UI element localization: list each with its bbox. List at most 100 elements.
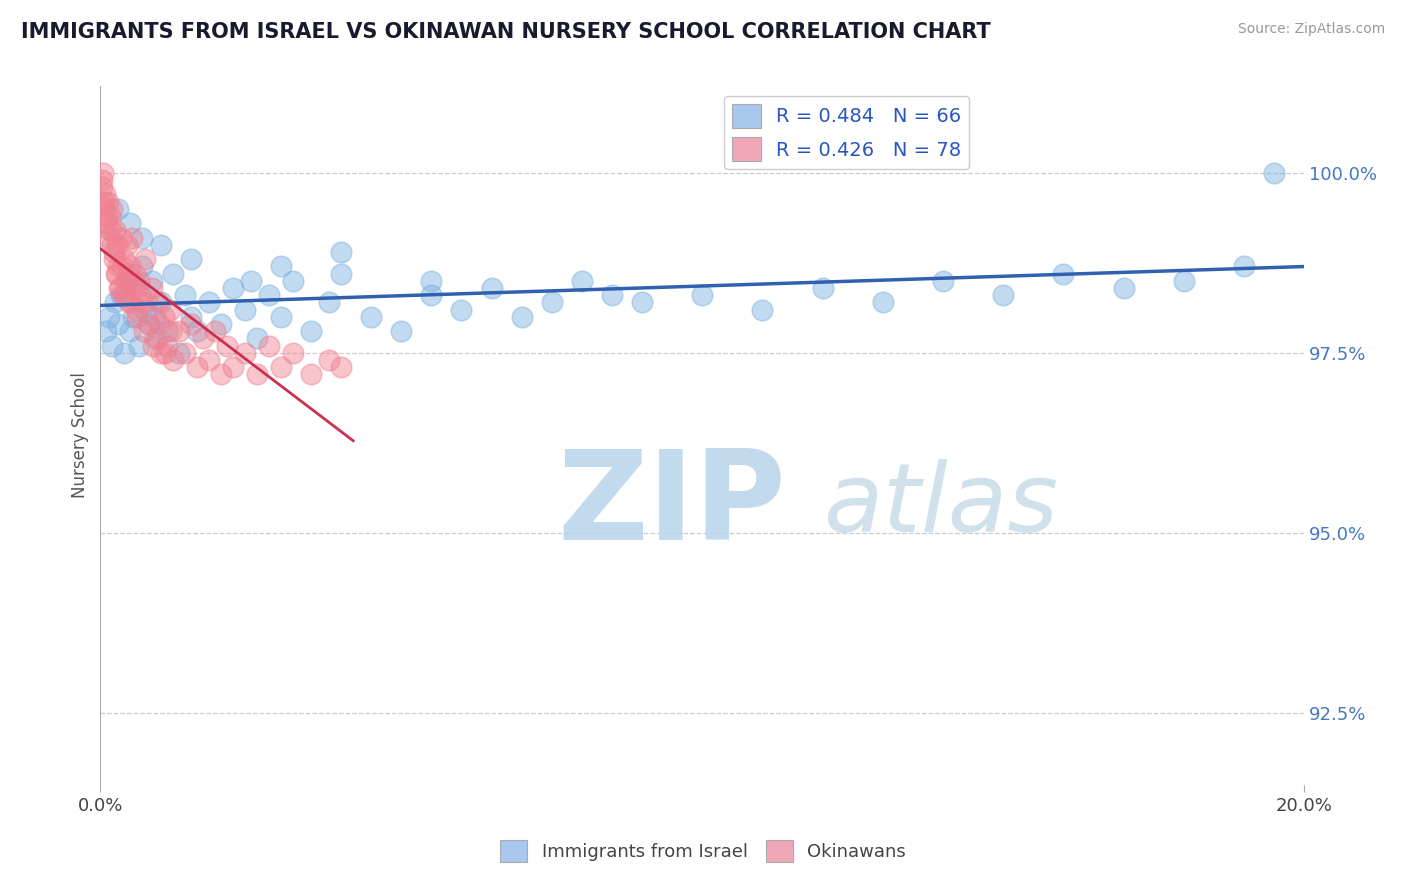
Point: [93, 194, 115, 209]
Point: [167, 345, 190, 359]
Point: [180, 252, 202, 267]
Point: [233, 302, 256, 317]
Point: [101, 338, 124, 352]
Point: [91, 173, 114, 187]
Point: [103, 252, 125, 267]
Point: [104, 295, 127, 310]
Point: [105, 267, 128, 281]
Point: [257, 288, 280, 302]
Text: Source: ZipAtlas.com: Source: ZipAtlas.com: [1237, 22, 1385, 37]
Point: [108, 281, 131, 295]
Point: [91, 166, 114, 180]
Point: [100, 223, 122, 237]
Point: [690, 288, 713, 302]
Point: [270, 260, 292, 274]
Point: [111, 260, 134, 274]
Point: [142, 338, 165, 352]
Point: [107, 317, 129, 331]
Point: [330, 267, 353, 281]
Point: [186, 324, 208, 338]
Point: [96, 324, 118, 338]
Point: [112, 252, 135, 267]
Point: [162, 267, 184, 281]
Point: [160, 324, 183, 338]
Point: [128, 274, 150, 288]
Point: [118, 295, 141, 310]
Point: [117, 274, 139, 288]
Point: [155, 338, 177, 352]
Point: [96, 216, 118, 230]
Point: [96, 209, 118, 223]
Point: [103, 244, 125, 259]
Point: [124, 267, 146, 281]
Point: [155, 324, 177, 338]
Point: [125, 302, 148, 317]
Point: [180, 317, 202, 331]
Point: [281, 274, 304, 288]
Point: [510, 310, 533, 324]
Point: [197, 353, 219, 368]
Point: [299, 324, 322, 338]
Point: [239, 274, 262, 288]
Point: [167, 324, 190, 338]
Point: [631, 295, 654, 310]
Point: [94, 187, 117, 202]
Point: [129, 288, 152, 302]
Point: [108, 281, 131, 295]
Point: [131, 260, 153, 274]
Point: [141, 281, 163, 295]
Point: [105, 237, 128, 252]
Point: [114, 288, 136, 302]
Point: [270, 310, 292, 324]
Point: [360, 310, 382, 324]
Point: [98, 310, 121, 324]
Point: [197, 295, 219, 310]
Point: [1112, 281, 1135, 295]
Point: [162, 353, 184, 368]
Point: [204, 324, 226, 338]
Point: [98, 223, 121, 237]
Point: [180, 310, 202, 324]
Point: [120, 260, 142, 274]
Point: [122, 310, 145, 324]
Point: [571, 274, 593, 288]
Point: [97, 194, 120, 209]
Point: [122, 281, 145, 295]
Point: [233, 345, 256, 359]
Point: [132, 324, 155, 338]
Point: [420, 288, 443, 302]
Point: [149, 237, 172, 252]
Point: [281, 345, 304, 359]
Point: [105, 267, 128, 281]
Point: [146, 295, 169, 310]
Point: [117, 237, 139, 252]
Point: [112, 345, 135, 359]
Point: [110, 288, 132, 302]
Point: [222, 360, 245, 375]
Point: [128, 338, 150, 352]
Point: [107, 202, 129, 216]
Point: [120, 324, 142, 338]
Point: [811, 281, 834, 295]
Point: [110, 230, 132, 244]
Point: [122, 274, 145, 288]
Point: [146, 331, 169, 345]
Point: [600, 288, 623, 302]
Y-axis label: Nursery School: Nursery School: [72, 373, 89, 499]
Point: [93, 202, 115, 216]
Point: [257, 338, 280, 352]
Point: [1263, 166, 1285, 180]
Point: [143, 331, 166, 345]
Point: [131, 295, 153, 310]
Point: [120, 216, 142, 230]
Point: [481, 281, 503, 295]
Point: [420, 274, 443, 288]
Point: [117, 267, 139, 281]
Point: [125, 281, 148, 295]
Point: [149, 295, 172, 310]
Text: atlas: atlas: [823, 458, 1057, 552]
Point: [138, 317, 160, 331]
Point: [222, 281, 245, 295]
Point: [125, 310, 148, 324]
Point: [872, 295, 894, 310]
